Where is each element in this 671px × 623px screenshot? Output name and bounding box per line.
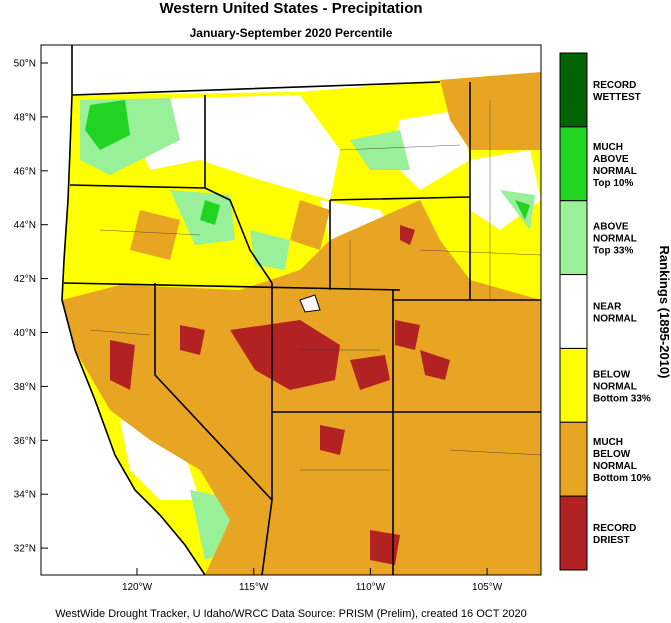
legend-label: Top 33% [593, 246, 633, 257]
legend-label: NORMAL [593, 166, 637, 177]
legend-swatch [559, 421, 588, 497]
lat-label: 40°N [14, 328, 36, 339]
legend-label: NORMAL [593, 461, 637, 472]
above-normal-area [80, 98, 535, 560]
legend-swatch [559, 347, 588, 423]
legend-swatch [559, 274, 588, 349]
legend-label: BELOW [593, 369, 631, 380]
lat-label: 44°N [14, 220, 36, 231]
lat-label: 32°N [14, 544, 36, 555]
legend-label: RECORD [593, 80, 636, 91]
legend-label: ABOVE [593, 222, 629, 233]
county-lines [89, 100, 541, 471]
map [41, 45, 541, 575]
lon-label: 110°W [356, 582, 386, 593]
lat-label: 34°N [14, 490, 36, 501]
legend-swatch [559, 495, 588, 571]
legend-swatch [559, 200, 588, 276]
legend-label: NORMAL [593, 234, 637, 245]
legend-label: Bottom 33% [593, 393, 651, 404]
legend-label: Top 10% [593, 178, 633, 189]
legend-label: Bottom 10% [593, 473, 651, 484]
legend-label: NORMAL [593, 381, 637, 392]
legend-label: NEAR [593, 302, 622, 313]
legend-label: WETTEST [593, 92, 641, 103]
map-frame [40, 44, 542, 576]
axes: 50°N 48°N 46°N 44°N 42°N 40°N 38°N 36°N 34°N 32°N… [14, 59, 503, 594]
lon-label: 120°W [122, 582, 153, 593]
lat-label: 48°N [14, 112, 36, 123]
lat-label: 46°N [14, 166, 36, 177]
lat-label: 42°N [14, 274, 36, 285]
legend-label: RECORD [593, 523, 636, 534]
lat-label: 36°N [14, 436, 36, 447]
legend-swatch [559, 52, 588, 128]
legend-label: DRIEST [593, 535, 630, 546]
legend-swatch [559, 126, 588, 202]
legend-label: MUCH [593, 142, 623, 153]
legend-label: BELOW [593, 449, 631, 460]
legend-label: NORMAL [593, 314, 637, 325]
legend-label: MUCH [593, 437, 623, 448]
legend-label: ABOVE [593, 154, 629, 165]
state-borders [63, 81, 541, 575]
footer: WestWide Drought Tracker, U Idaho/WRCC D… [55, 608, 527, 620]
lat-label: 38°N [14, 382, 36, 393]
subtitle: January-September 2020 Percentile [190, 26, 393, 40]
lon-label: 115°W [239, 582, 269, 593]
title: Western United States - Precipitation [159, 0, 422, 17]
legend-title: Rankings (1895-2010) [657, 246, 671, 379]
great-salt-lake [299, 294, 321, 313]
coastline [61, 45, 206, 575]
lon-label: 105°W [472, 582, 503, 593]
lat-label: 50°N [14, 59, 36, 70]
